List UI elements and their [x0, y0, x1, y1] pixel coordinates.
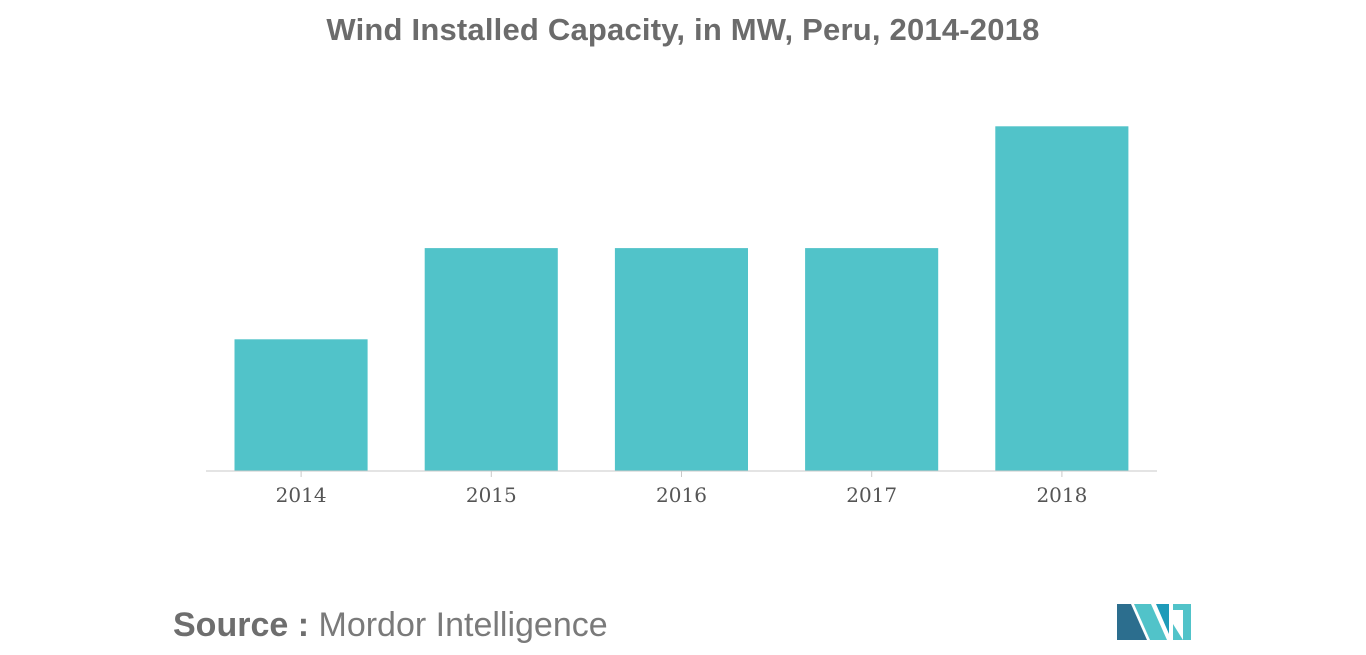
bar-chart: 2014 2015 2016 2017 2018 — [206, 126, 1157, 507]
logo-shape-left — [1117, 604, 1147, 640]
chart-title: Wind Installed Capacity, in MW, Peru, 20… — [326, 12, 1040, 47]
tick-labels-layer: 2014 2015 2016 2017 2018 — [276, 483, 1088, 507]
bar-2014 — [234, 339, 368, 471]
logo-shape-far-right — [1173, 604, 1191, 640]
bar-2016 — [614, 248, 748, 471]
x-tick-label-2016: 2016 — [656, 483, 707, 507]
bar-2018 — [995, 126, 1129, 472]
logo-shape-mid — [1134, 604, 1167, 640]
x-tick-label-2015: 2015 — [466, 483, 517, 507]
bars-layer — [234, 126, 1129, 472]
x-tick-label-2018: 2018 — [1036, 483, 1087, 507]
mordor-intelligence-logo-icon — [1117, 604, 1191, 640]
bar-2015 — [424, 248, 558, 471]
source-name: Mordor Intelligence — [318, 606, 608, 644]
source-note: Source : Mordor Intelligence — [173, 606, 608, 645]
bar-2017 — [805, 248, 939, 471]
x-tick-label-2014: 2014 — [276, 483, 327, 507]
ticks-layer — [300, 471, 1063, 477]
source-prefix: Source : — [173, 606, 310, 644]
x-tick-label-2017: 2017 — [846, 483, 897, 507]
logo-shape-right — [1156, 604, 1169, 634]
